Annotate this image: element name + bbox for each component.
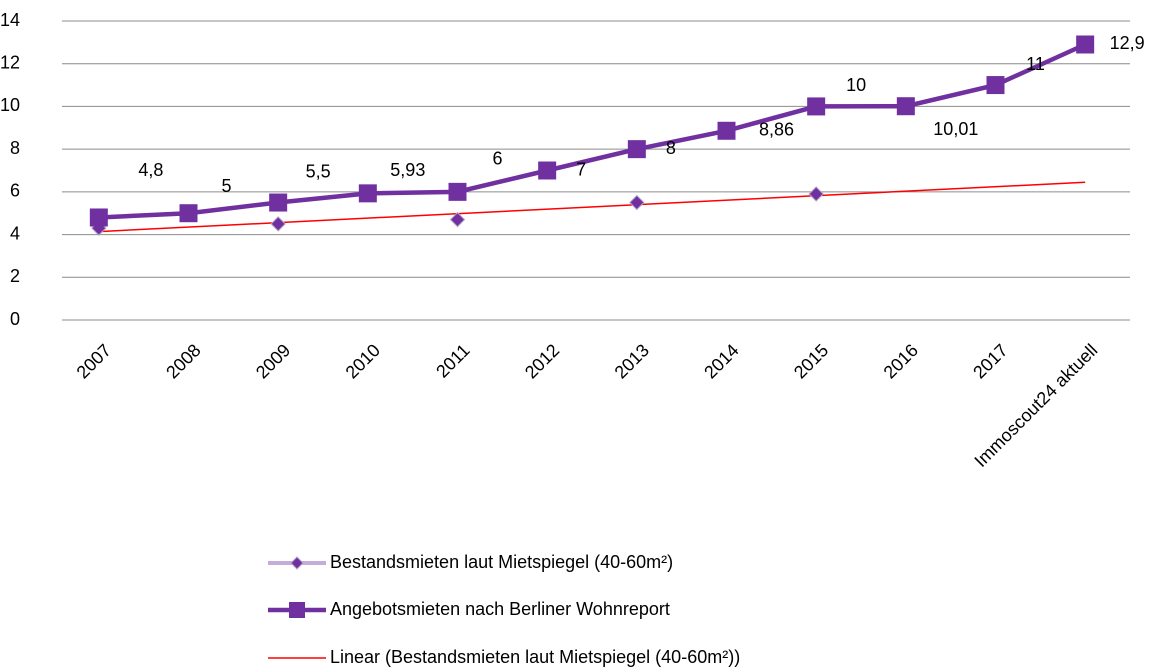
data-label: 8,86 bbox=[759, 120, 794, 140]
legend-label: Linear (Bestandsmieten laut Mietspiegel … bbox=[330, 647, 740, 667]
data-label: 4,8 bbox=[138, 160, 163, 180]
data-label: 5,5 bbox=[306, 161, 331, 181]
data-label: 10 bbox=[846, 75, 866, 95]
data-label: 10,01 bbox=[933, 119, 978, 139]
diamond-marker bbox=[290, 556, 304, 570]
x-tick-label: 2007 bbox=[73, 340, 115, 382]
square-marker bbox=[717, 121, 736, 140]
square-marker bbox=[1076, 35, 1095, 54]
square-marker bbox=[269, 193, 288, 212]
y-tick-label: 6 bbox=[10, 181, 20, 201]
square-marker bbox=[807, 97, 826, 116]
square-marker bbox=[986, 76, 1005, 95]
square-marker bbox=[538, 161, 557, 180]
data-label: 7 bbox=[576, 159, 586, 179]
series-line bbox=[98, 42, 1087, 220]
diamond-marker bbox=[449, 211, 466, 228]
data-label: 8 bbox=[666, 138, 676, 158]
diamond-marker bbox=[270, 216, 286, 232]
x-tick-label: 2010 bbox=[342, 340, 384, 382]
square-marker bbox=[896, 97, 915, 116]
y-tick-label: 10 bbox=[0, 95, 20, 115]
trendline bbox=[98, 181, 1086, 233]
x-tick-label: 2015 bbox=[790, 340, 832, 382]
diamond-marker bbox=[629, 194, 645, 211]
x-tick-label: 2012 bbox=[521, 340, 563, 382]
x-tick-label: 2009 bbox=[252, 340, 294, 382]
x-tick-label: 2008 bbox=[162, 340, 204, 382]
square-marker bbox=[289, 602, 305, 618]
square-marker bbox=[448, 182, 467, 201]
data-label: 11 bbox=[1026, 54, 1045, 74]
data-label: 12,9 bbox=[1110, 33, 1145, 53]
data-label: 5,93 bbox=[390, 160, 425, 180]
x-tick-label: 2017 bbox=[969, 340, 1011, 382]
y-tick-label: 14 bbox=[0, 10, 20, 30]
square-marker bbox=[179, 204, 198, 223]
y-tick-label: 12 bbox=[0, 52, 20, 72]
square-marker bbox=[89, 208, 108, 227]
y-tick-label: 2 bbox=[10, 266, 20, 286]
data-label: 6 bbox=[492, 149, 502, 169]
y-tick-label: 4 bbox=[10, 223, 20, 243]
square-marker bbox=[627, 140, 646, 159]
x-tick-label: 2011 bbox=[432, 340, 474, 382]
diamond-marker bbox=[808, 186, 824, 202]
x-tick-label: 2014 bbox=[700, 340, 742, 382]
y-tick-label: 8 bbox=[10, 138, 20, 158]
legend-label: Bestandsmieten laut Mietspiegel (40-60m²… bbox=[330, 552, 673, 572]
square-marker bbox=[358, 184, 377, 203]
x-tick-label: 2016 bbox=[880, 340, 922, 382]
y-tick-label: 0 bbox=[10, 309, 20, 329]
x-tick-label: 2013 bbox=[611, 340, 653, 382]
legend-label: Angebotsmieten nach Berliner Wohnreport bbox=[330, 599, 670, 619]
data-label: 5 bbox=[221, 176, 231, 196]
